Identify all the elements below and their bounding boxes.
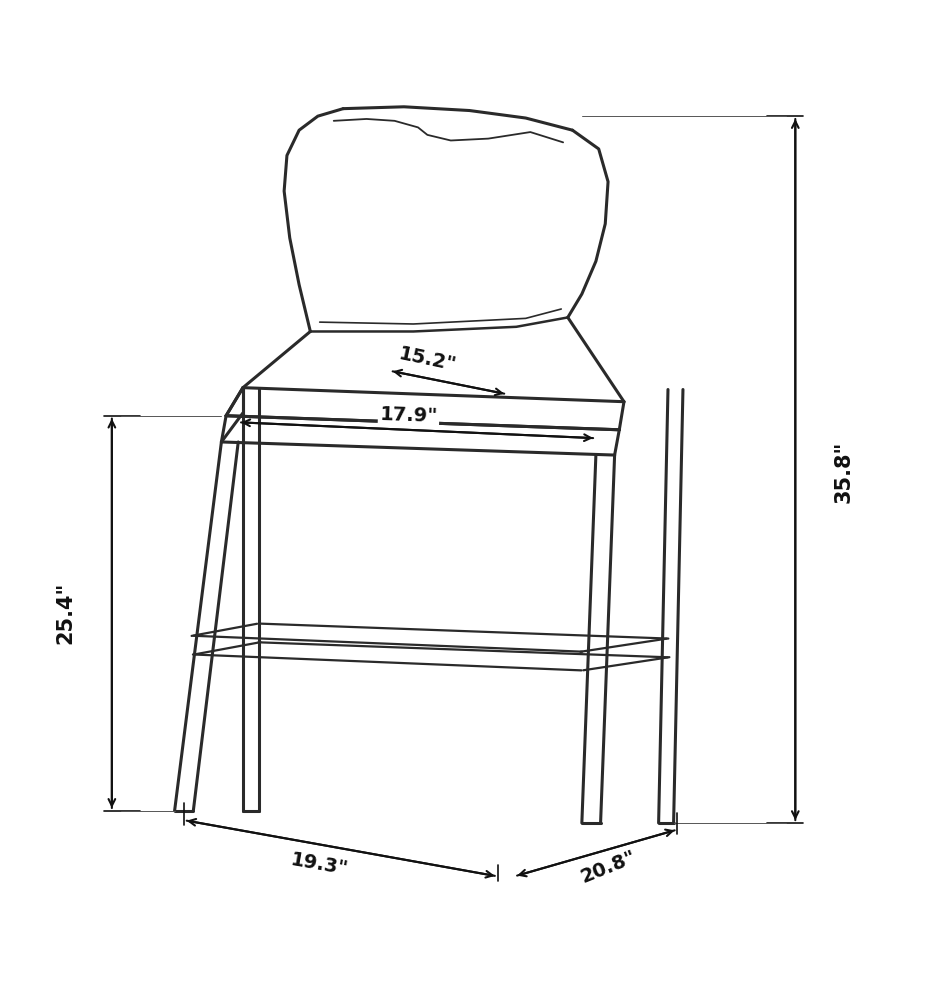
Text: 15.2": 15.2" bbox=[397, 344, 458, 375]
Text: 35.8": 35.8" bbox=[834, 441, 854, 503]
Text: 25.4": 25.4" bbox=[55, 582, 75, 644]
Text: 19.3": 19.3" bbox=[289, 851, 350, 880]
Text: 17.9": 17.9" bbox=[379, 405, 439, 426]
Text: 20.8": 20.8" bbox=[577, 847, 639, 887]
